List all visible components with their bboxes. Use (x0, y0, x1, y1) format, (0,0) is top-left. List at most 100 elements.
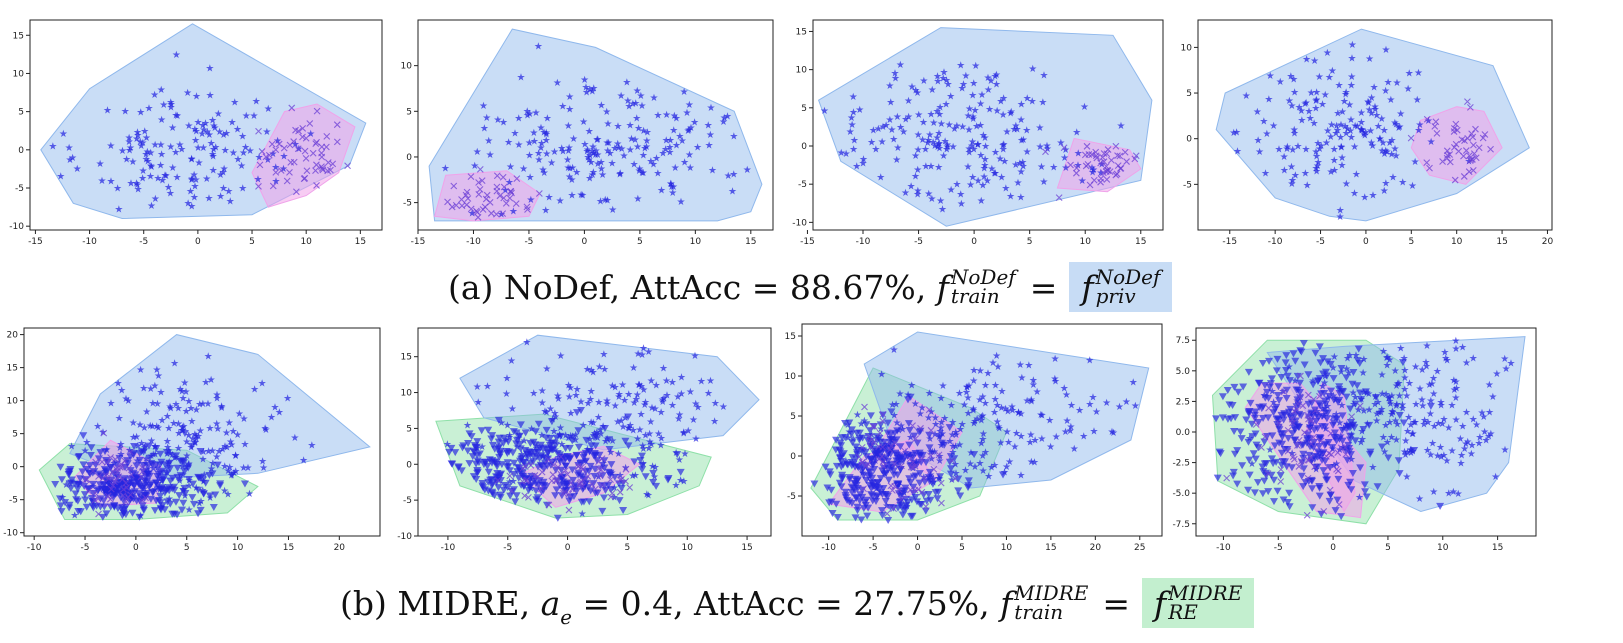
point-triangle (509, 459, 518, 467)
caption-a-sub2: priv (1095, 284, 1136, 308)
point-star: ★ (599, 421, 608, 432)
point-star: ★ (979, 429, 988, 440)
x-tick-label: -10 (856, 237, 871, 247)
point-star: ★ (117, 386, 126, 397)
point-triangle (825, 468, 834, 476)
point-star: ★ (951, 428, 960, 439)
point-triangle (838, 471, 847, 479)
point-triangle (925, 431, 934, 439)
x-tick-label: 5 (184, 543, 190, 553)
point-star: ★ (1006, 191, 1015, 202)
point-star: ★ (891, 69, 900, 80)
point-star: ★ (141, 149, 150, 160)
point-triangle (576, 407, 585, 415)
point-star: ★ (653, 168, 662, 179)
point-triangle (673, 451, 682, 459)
point-star: ★ (219, 183, 228, 194)
point-triangle (552, 486, 561, 494)
point-star: ★ (220, 462, 229, 473)
point-star: ★ (1002, 462, 1011, 473)
point-x (527, 461, 535, 469)
point-star: ★ (999, 140, 1008, 151)
point-x (1305, 415, 1312, 423)
point-triangle (526, 482, 535, 490)
point-star: ★ (660, 394, 669, 405)
x-tick-label: -5 (81, 543, 90, 553)
point-triangle (152, 445, 161, 453)
point-star: ★ (1380, 186, 1389, 197)
point-star: ★ (1486, 429, 1495, 440)
point-x (475, 191, 483, 198)
x-tick-label: 10 (1437, 543, 1449, 553)
point-star: ★ (168, 123, 177, 134)
point-star: ★ (1381, 421, 1390, 432)
x-tick: 20 (1542, 230, 1553, 247)
point-star: ★ (1392, 435, 1401, 446)
y-tick: -10 (397, 532, 418, 542)
point-x (493, 183, 501, 191)
point-triangle (1250, 489, 1259, 497)
point-star: ★ (1358, 435, 1367, 446)
point-star: ★ (972, 121, 981, 132)
point-triangle (561, 462, 570, 470)
point-star: ★ (184, 459, 193, 470)
point-triangle (828, 510, 837, 518)
point-star: ★ (163, 412, 172, 423)
point-star: ★ (1338, 153, 1347, 164)
point-triangle (87, 444, 96, 452)
point-star: ★ (1403, 426, 1412, 437)
point-triangle (551, 466, 560, 474)
point-triangle (1325, 393, 1334, 401)
point-triangle (1300, 361, 1309, 369)
point-star: ★ (1377, 404, 1386, 415)
point-star: ★ (958, 419, 967, 430)
point-star: ★ (150, 90, 159, 101)
point-star: ★ (223, 490, 232, 501)
point-x (262, 153, 270, 161)
point-star: ★ (1302, 98, 1311, 109)
point-triangle (521, 429, 530, 437)
point-x (463, 201, 471, 209)
point-star: ★ (259, 463, 268, 474)
point-star: ★ (1336, 206, 1345, 217)
point-triangle (855, 429, 864, 437)
point-x (323, 132, 331, 140)
point-triangle (95, 481, 104, 489)
point-x (109, 482, 117, 489)
point-star: ★ (151, 140, 160, 151)
x-tick: 15 (1496, 230, 1508, 247)
point-star: ★ (516, 467, 525, 478)
point-triangle (1311, 349, 1320, 357)
point-star: ★ (944, 79, 953, 90)
point-star: ★ (250, 384, 259, 395)
point-triangle (591, 433, 600, 441)
point-triangle (1282, 386, 1291, 394)
point-triangle (484, 468, 493, 476)
point-star: ★ (188, 434, 197, 445)
point-triangle (1278, 440, 1287, 448)
point-star: ★ (939, 151, 948, 162)
point-star: ★ (1430, 421, 1439, 432)
point-triangle (490, 458, 499, 466)
point-star: ★ (951, 441, 960, 452)
point-triangle (1215, 448, 1224, 456)
point-star: ★ (894, 449, 903, 460)
point-star: ★ (991, 381, 1000, 392)
point-triangle (876, 421, 885, 429)
point-triangle (189, 500, 198, 508)
point-star: ★ (743, 165, 752, 176)
point-star: ★ (75, 478, 84, 489)
point-star: ★ (162, 171, 171, 182)
point-star: ★ (225, 418, 234, 429)
point-star: ★ (604, 119, 613, 130)
point-x (137, 473, 145, 481)
point-triangle (1356, 464, 1365, 472)
point-star: ★ (1313, 161, 1322, 172)
point-star: ★ (283, 394, 292, 405)
point-star: ★ (844, 420, 853, 431)
point-star: ★ (529, 128, 538, 139)
point-x (887, 482, 895, 490)
x-tick-label: 15 (355, 237, 366, 247)
point-triangle (546, 439, 555, 447)
point-x (1443, 154, 1451, 162)
